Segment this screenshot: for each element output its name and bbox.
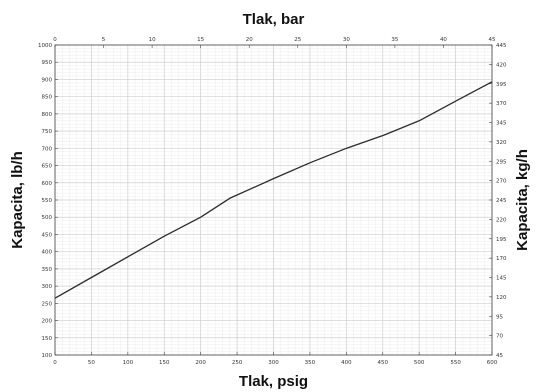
top-tick-label: 25 (294, 37, 301, 43)
right-tick-label: 445 (496, 43, 507, 49)
left-tick-label: 200 (42, 319, 53, 325)
bottom-tick-label: 350 (305, 360, 316, 366)
left-tick-label: 250 (42, 301, 53, 307)
grid (54, 44, 493, 356)
left-tick-label: 500 (42, 215, 53, 221)
left-tick-label: 150 (42, 336, 53, 342)
top-tick-label: 30 (343, 37, 350, 43)
top-tick-label: 10 (149, 37, 156, 43)
left-tick-label: 700 (42, 146, 53, 152)
ticks: 0 50 100 150 200 250 300 350 400 450 500 550 600 0 5 10… (38, 37, 507, 366)
right-tick-label: 70 (496, 334, 503, 340)
top-tick-label: 40 (440, 37, 447, 43)
left-tick-label: 550 (42, 198, 53, 204)
bottom-tick-label: 550 (450, 360, 461, 366)
bottom-tick-label: 100 (123, 360, 134, 366)
right-tick-label: 370 (496, 101, 507, 107)
right-tick-label: 95 (496, 314, 503, 320)
left-tick-label: 400 (42, 250, 53, 256)
left-tick-label: 350 (42, 267, 53, 273)
bottom-tick-label: 250 (232, 360, 243, 366)
left-tick-label: 1000 (38, 43, 52, 49)
right-tick-label: 395 (496, 82, 507, 88)
bottom-tick-label: 50 (88, 360, 95, 366)
bottom-tick-label: 600 (487, 360, 498, 366)
bottom-tick-label: 0 (53, 360, 57, 366)
top-tick-label: 15 (197, 37, 204, 43)
top-tick-label: 45 (489, 37, 496, 43)
right-tick-label: 220 (496, 217, 507, 223)
right-tick-label: 245 (496, 198, 507, 204)
right-tick-label: 170 (496, 256, 507, 262)
left-tick-label: 300 (42, 284, 53, 290)
bottom-tick-label: 200 (195, 360, 206, 366)
bottom-axis-title: Tlak, psig (239, 373, 308, 390)
left-tick-label: 850 (42, 95, 53, 101)
bottom-tick-label: 300 (268, 360, 279, 366)
top-axis-title: Tlak, bar (243, 11, 305, 28)
left-tick-label: 750 (42, 129, 53, 135)
right-tick-label: 420 (496, 62, 507, 68)
right-tick-label: 270 (496, 179, 507, 185)
left-tick-label: 650 (42, 164, 53, 170)
series-layer (54, 81, 493, 299)
right-tick-label: 195 (496, 237, 507, 243)
left-tick-label: 800 (42, 112, 53, 118)
bottom-tick-label: 500 (414, 360, 425, 366)
top-tick-label: 0 (53, 37, 57, 43)
left-axis-title: Kapacita, lb/h (9, 151, 26, 249)
left-tick-label: 450 (42, 232, 53, 238)
right-tick-label: 120 (496, 295, 507, 301)
bottom-tick-label: 450 (378, 360, 389, 366)
right-tick-label: 45 (496, 353, 503, 359)
right-tick-label: 320 (496, 140, 507, 146)
left-tick-label: 600 (42, 181, 53, 187)
right-axis-title: Kapacita, kg/h (514, 149, 531, 251)
right-tick-label: 145 (496, 276, 507, 282)
left-tick-label: 100 (42, 353, 53, 359)
left-tick-label: 950 (42, 60, 53, 66)
left-tick-label: 900 (42, 77, 53, 83)
right-tick-label: 295 (496, 159, 507, 165)
top-tick-label: 5 (102, 37, 106, 43)
right-tick-label: 345 (496, 121, 507, 127)
top-tick-label: 35 (391, 37, 398, 43)
top-tick-label: 20 (246, 37, 253, 43)
bottom-tick-label: 150 (159, 360, 170, 366)
bottom-tick-label: 400 (341, 360, 352, 366)
